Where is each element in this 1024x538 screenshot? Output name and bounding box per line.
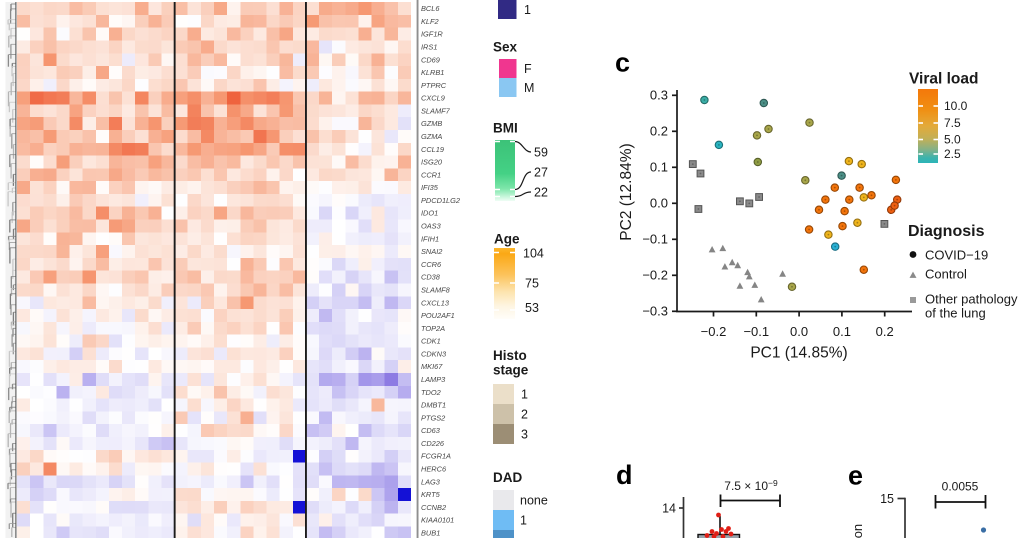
svg-text:CDKN3: CDKN3 [421, 349, 447, 358]
svg-text:Viral load: Viral load [909, 71, 979, 88]
svg-text:104: 104 [523, 247, 544, 261]
svg-text:0.1: 0.1 [833, 324, 851, 339]
svg-text:GZMB: GZMB [421, 119, 442, 128]
svg-text:TDO2: TDO2 [421, 388, 441, 397]
svg-text:TOP2A: TOP2A [421, 324, 445, 333]
svg-text:CD226: CD226 [421, 439, 445, 448]
svg-text:IGF1R: IGF1R [421, 30, 443, 39]
svg-text:stage: stage [493, 363, 529, 378]
svg-text:0.1: 0.1 [650, 160, 668, 175]
svg-text:75: 75 [525, 277, 539, 291]
svg-text:SNAI2: SNAI2 [421, 247, 442, 256]
svg-text:e: e [848, 461, 863, 491]
svg-text:2: 2 [521, 408, 528, 422]
svg-text:of the lung: of the lung [925, 306, 986, 321]
svg-text:SLAMF8: SLAMF8 [421, 286, 451, 295]
svg-text:IFIH1: IFIH1 [421, 234, 439, 243]
svg-text:0.0: 0.0 [790, 324, 808, 339]
svg-text:14: 14 [662, 502, 676, 516]
svg-text:M: M [524, 81, 534, 95]
svg-text:IFI35: IFI35 [421, 183, 439, 192]
svg-text:7.5 × 10−9: 7.5 × 10−9 [724, 478, 778, 493]
svg-text:GZMA: GZMA [421, 132, 442, 141]
svg-text:Expression: Expression [850, 524, 865, 538]
svg-text:POU2AF1: POU2AF1 [421, 311, 455, 320]
svg-text:CXCL13: CXCL13 [421, 298, 450, 307]
svg-text:CD38: CD38 [421, 273, 441, 282]
svg-text:KIAA0101: KIAA0101 [421, 516, 454, 525]
svg-text:SLAMF7: SLAMF7 [421, 106, 451, 115]
svg-text:LAG3: LAG3 [421, 477, 441, 486]
svg-text:0.3: 0.3 [650, 88, 668, 103]
svg-text:DMBT1: DMBT1 [421, 401, 446, 410]
svg-text:BUB1: BUB1 [421, 529, 440, 538]
svg-text:27: 27 [534, 166, 548, 180]
svg-text:none: none [520, 494, 548, 508]
svg-text:ISG20: ISG20 [421, 158, 443, 167]
svg-text:PTPRC: PTPRC [421, 81, 447, 90]
svg-text:59: 59 [534, 146, 548, 160]
svg-text:IDO1: IDO1 [421, 209, 438, 218]
svg-text:FCGR1A: FCGR1A [421, 452, 451, 461]
svg-text:F: F [524, 62, 532, 76]
svg-text:−0.3: −0.3 [642, 304, 668, 319]
svg-text:2.5: 2.5 [944, 147, 961, 161]
svg-text:HERC6: HERC6 [421, 465, 447, 474]
svg-text:PTGS2: PTGS2 [421, 413, 445, 422]
svg-text:1: 1 [520, 514, 527, 528]
svg-text:d: d [616, 460, 633, 490]
svg-text:PC2 (12.84%): PC2 (12.84%) [618, 143, 635, 240]
svg-text:10.0: 10.0 [944, 99, 968, 113]
svg-text:Diagnosis: Diagnosis [908, 223, 985, 240]
svg-text:0.2: 0.2 [650, 124, 668, 139]
svg-text:Histo: Histo [493, 348, 527, 363]
svg-text:22: 22 [534, 186, 548, 200]
svg-text:COVID−19: COVID−19 [925, 248, 988, 263]
svg-text:CDK1: CDK1 [421, 337, 441, 346]
svg-text:15: 15 [880, 492, 894, 506]
svg-text:Other pathology: Other pathology [925, 292, 1018, 307]
svg-text:CCL19: CCL19 [421, 145, 444, 154]
svg-text:IRS1: IRS1 [421, 43, 437, 52]
svg-text:KRT5: KRT5 [421, 490, 441, 499]
svg-text:1: 1 [524, 3, 531, 17]
svg-text:−0.1: −0.1 [642, 232, 668, 247]
svg-text:BMI: BMI [493, 121, 518, 136]
svg-text:PC1 (14.85%): PC1 (14.85%) [750, 345, 847, 362]
svg-text:Control: Control [925, 267, 967, 282]
svg-text:BCL6: BCL6 [421, 4, 440, 13]
svg-text:PDCD1LG2: PDCD1LG2 [421, 196, 460, 205]
svg-text:CXCL9: CXCL9 [421, 94, 445, 103]
svg-text:KLF2: KLF2 [421, 17, 439, 26]
svg-text:c: c [615, 48, 630, 78]
svg-text:KLRB1: KLRB1 [421, 68, 444, 77]
svg-text:LAMP3: LAMP3 [421, 375, 446, 384]
svg-text:DAD: DAD [493, 470, 522, 485]
svg-text:−0.2: −0.2 [642, 268, 668, 283]
svg-text:−0.1: −0.1 [743, 324, 769, 339]
svg-text:CD69: CD69 [421, 55, 440, 64]
svg-text:−0.2: −0.2 [701, 324, 727, 339]
svg-text:0.0055: 0.0055 [942, 480, 979, 494]
svg-text:3: 3 [521, 428, 528, 442]
svg-text:CCR1: CCR1 [421, 170, 441, 179]
svg-text:5.0: 5.0 [944, 133, 961, 147]
svg-text:OAS3: OAS3 [421, 222, 442, 231]
svg-text:Sex: Sex [493, 40, 518, 55]
svg-text:MKI67: MKI67 [421, 362, 443, 371]
svg-text:CD63: CD63 [421, 426, 441, 435]
svg-text:1: 1 [521, 388, 528, 402]
svg-text:0.0: 0.0 [650, 196, 668, 211]
svg-text:53: 53 [525, 301, 539, 315]
svg-text:0.2: 0.2 [876, 324, 894, 339]
svg-text:Age: Age [494, 232, 520, 247]
svg-text:7.5: 7.5 [944, 116, 961, 130]
svg-text:CCNB2: CCNB2 [421, 503, 446, 512]
svg-text:CCR6: CCR6 [421, 260, 442, 269]
